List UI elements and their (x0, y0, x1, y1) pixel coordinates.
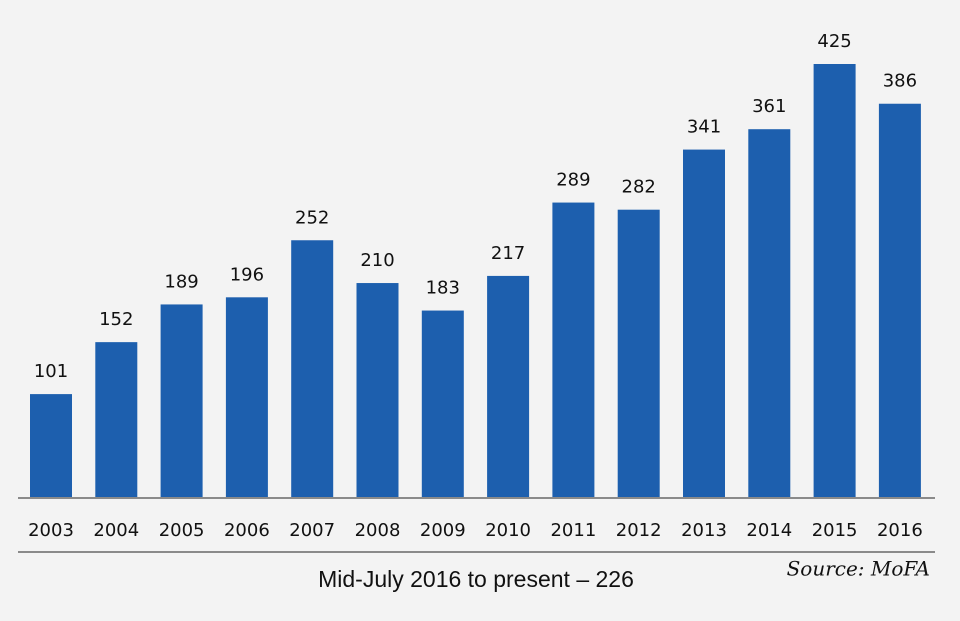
x-tick-label: 2012 (616, 520, 662, 541)
value-label: 183 (426, 278, 460, 299)
annotation: Mid-July 2016 to present – 226 (318, 566, 634, 592)
bar (95, 342, 138, 497)
bar (552, 202, 595, 497)
x-tick-label: 2006 (224, 520, 270, 541)
value-label: 189 (164, 271, 198, 292)
bar (748, 129, 791, 497)
bar (813, 64, 856, 497)
x-tick-label: 2005 (159, 520, 205, 541)
x-tick-label: 2015 (812, 520, 858, 541)
x-tick-label: 2014 (746, 520, 792, 541)
value-label: 210 (360, 250, 394, 271)
bar (421, 310, 464, 497)
value-label: 425 (817, 31, 851, 52)
bar (878, 103, 921, 497)
value-label: 386 (883, 71, 917, 92)
bar (225, 297, 268, 497)
bar (291, 240, 334, 497)
x-tick-label: 2013 (681, 520, 727, 541)
source: Source: MoFA (787, 557, 930, 581)
value-label: 196 (230, 264, 264, 285)
value-label: 217 (491, 243, 525, 264)
value-label: 289 (556, 170, 590, 191)
bar (160, 304, 203, 497)
x-tick-label: 2011 (550, 520, 596, 541)
x-tick-label: 2007 (289, 520, 335, 541)
bar (683, 149, 725, 497)
value-label: 252 (295, 207, 329, 228)
value-label: 282 (622, 177, 656, 198)
x-tick-label: 2003 (28, 520, 74, 541)
bar (356, 283, 399, 497)
x-tick-label: 2009 (420, 520, 466, 541)
value-label: 341 (687, 117, 721, 138)
x-tick-label: 2004 (93, 520, 139, 541)
x-tick-label: 2016 (877, 520, 923, 541)
x-tick-label: 2008 (355, 520, 401, 541)
x-tick-label: 2010 (485, 520, 531, 541)
value-label: 152 (99, 309, 133, 330)
bar (617, 209, 660, 497)
value-label: 101 (34, 361, 68, 382)
value-label: 361 (752, 96, 786, 117)
bar (30, 394, 72, 497)
bar (487, 275, 530, 497)
